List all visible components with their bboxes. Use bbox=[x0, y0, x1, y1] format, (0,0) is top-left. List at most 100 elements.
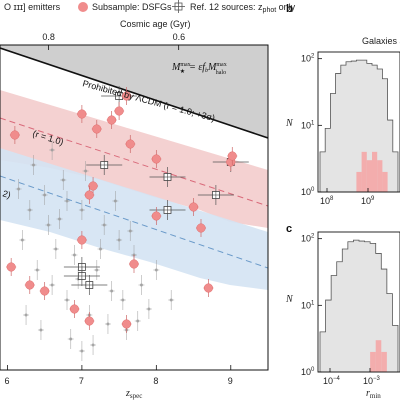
panel-c-xlabel: rmin bbox=[366, 388, 381, 400]
y-tick-label: 102 bbox=[301, 234, 315, 244]
emitter-point bbox=[119, 290, 126, 310]
emitter-point bbox=[67, 329, 74, 349]
emitter-point bbox=[82, 161, 89, 181]
pink-dashed-line bbox=[0, 117, 268, 207]
legend-dsfg-label: Subsample: DSFGs bbox=[92, 2, 172, 12]
dsfg-point bbox=[69, 300, 80, 318]
x-axis-label-sub: spec bbox=[130, 392, 142, 400]
dsfg-point bbox=[114, 102, 125, 120]
legend: O ɪɪɪ] emitters Subsample: DSFGs Ref. 12… bbox=[4, 0, 296, 14]
y-tick-label: 102 bbox=[301, 54, 315, 64]
histogram-dsfg-bar bbox=[356, 171, 362, 192]
emitter-point bbox=[30, 155, 37, 175]
histogram-dsfg-bar bbox=[361, 151, 367, 192]
emitter-point bbox=[45, 215, 52, 235]
emitter-point bbox=[116, 230, 123, 250]
panel-c-xlabel-sub: min bbox=[370, 392, 381, 400]
dsfg-point bbox=[196, 219, 206, 237]
dsfg-point bbox=[151, 207, 162, 225]
histogram-dsfg-bar bbox=[372, 151, 378, 192]
emitter-point bbox=[153, 260, 160, 280]
plot-frame-a bbox=[0, 44, 269, 371]
dsfg-point bbox=[39, 282, 50, 300]
ref12-point bbox=[86, 155, 123, 175]
dsfg-point bbox=[84, 186, 95, 204]
dsfg-point bbox=[203, 279, 214, 297]
y-tick-label: 100 bbox=[301, 187, 315, 197]
dsfg-point bbox=[9, 126, 20, 144]
legend-ref12-sub: phot bbox=[263, 7, 277, 14]
dsfg-point bbox=[151, 150, 162, 168]
dsfg-point bbox=[188, 198, 199, 216]
r02-label: 2) bbox=[1, 188, 12, 200]
dsfg-point bbox=[76, 105, 87, 123]
histogram-frame bbox=[317, 231, 400, 373]
dsfg-point bbox=[121, 87, 132, 105]
dsfg-point bbox=[24, 276, 35, 294]
axes-c: 102 101 100 10−4 10−3 bbox=[301, 231, 400, 386]
emitter-point bbox=[60, 170, 67, 190]
x-axis-label-main: z bbox=[125, 388, 130, 399]
blue-band bbox=[0, 148, 268, 290]
ref12-point bbox=[197, 185, 234, 205]
emitter-point bbox=[78, 200, 85, 220]
dsfg-point bbox=[129, 255, 139, 273]
emitter-point bbox=[52, 239, 59, 259]
dsfg-point bbox=[121, 315, 132, 333]
dsfg-point bbox=[76, 231, 87, 249]
emitter-point bbox=[34, 260, 41, 280]
histogram-dsfg-bar bbox=[381, 351, 387, 372]
top-tick-label: 0.6 bbox=[173, 32, 186, 42]
emitter-point bbox=[104, 314, 111, 334]
y-tick-label: 100 bbox=[301, 367, 315, 377]
mhalo-sup: max bbox=[216, 62, 226, 68]
emitter-point bbox=[64, 290, 70, 310]
emitter-point bbox=[19, 230, 26, 250]
emitter-point bbox=[101, 215, 108, 235]
emitter-point bbox=[93, 260, 100, 280]
histogram-b bbox=[319, 59, 399, 193]
emitter-point bbox=[37, 320, 44, 340]
emitter-point bbox=[26, 200, 33, 220]
panel-b: b Galaxies a N 102 101 100 108 109 bbox=[285, 3, 400, 206]
emitter-point bbox=[97, 239, 104, 259]
dsfg-point bbox=[6, 258, 17, 276]
plot-area-a bbox=[0, 45, 268, 370]
dsfg-point bbox=[227, 147, 238, 165]
emitter-point bbox=[145, 299, 152, 319]
emitter-point bbox=[71, 245, 78, 265]
histogram-all bbox=[319, 59, 399, 193]
legend-ref12-label: Ref. 12 sources: z bbox=[190, 2, 263, 12]
mhalo-sub: halo bbox=[216, 70, 226, 76]
panel-c-xlabel-main: r bbox=[366, 388, 370, 399]
mstar-star: ★ bbox=[180, 68, 185, 75]
x-tick-label: 8 bbox=[153, 376, 158, 386]
legend-dsfg-marker bbox=[78, 2, 88, 12]
emitter-point bbox=[41, 185, 48, 205]
blue-dashed-line bbox=[0, 175, 268, 269]
top-tick-label: 0.8 bbox=[42, 32, 55, 42]
mstar-m: M bbox=[171, 62, 181, 73]
emitter-point bbox=[49, 140, 56, 160]
histogram-dsfg-bar bbox=[382, 171, 388, 192]
emitter-point bbox=[49, 275, 56, 295]
fb-sub: b bbox=[205, 68, 208, 74]
histogram-dsfg-bar bbox=[375, 340, 382, 372]
histogram-frame bbox=[317, 51, 400, 193]
axes-b: 102 101 100 108 109 bbox=[301, 51, 400, 206]
legend-ref12-tail: only bbox=[276, 2, 296, 12]
emitter-point bbox=[108, 281, 115, 301]
panel-b-letter: b bbox=[286, 3, 293, 15]
dsfg-point bbox=[84, 312, 95, 330]
emitter-point bbox=[90, 335, 97, 355]
emitter-point bbox=[127, 221, 134, 241]
emitter-point bbox=[64, 191, 70, 211]
emitter-point bbox=[56, 209, 63, 229]
emitter-point bbox=[15, 179, 22, 199]
x-tick-label: 7 bbox=[79, 376, 84, 386]
legend-emitters-label: O ɪɪɪ] emitters bbox=[4, 2, 61, 12]
mstar-eq: = εf bbox=[189, 62, 206, 73]
panel-c: c N 102 101 100 10−4 10−3 rmin bbox=[285, 223, 400, 400]
x-axis-label-a: zspec bbox=[125, 388, 142, 400]
